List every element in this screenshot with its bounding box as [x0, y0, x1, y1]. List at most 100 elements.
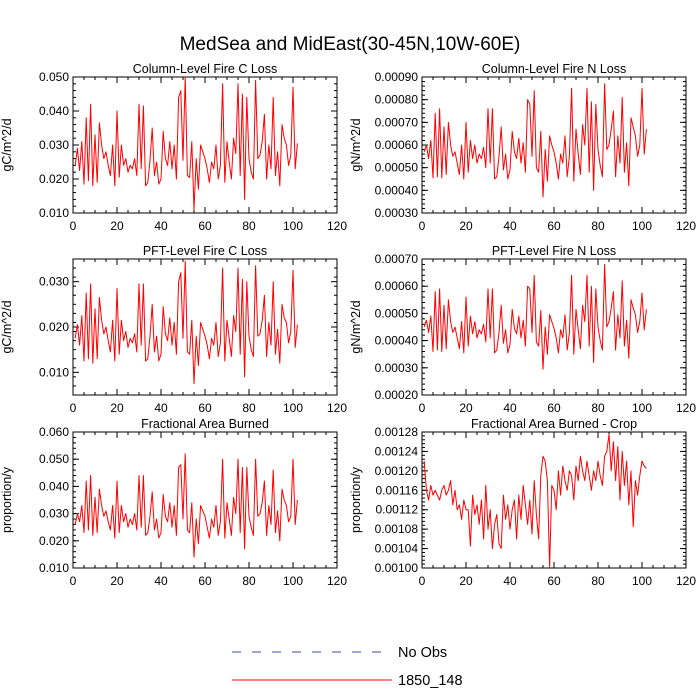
- x-tick-label: 40: [503, 401, 517, 415]
- x-tick-label: 100: [632, 401, 652, 415]
- y-tick-label: 0.00060: [375, 279, 419, 293]
- figure-title: MedSea and MidEast(30-45N,10W-60E): [180, 34, 521, 55]
- y-tick-label: 0.00112: [376, 503, 419, 517]
- y-tick-label: 0.00040: [375, 183, 419, 197]
- y-tick-label: 0.060: [39, 425, 69, 439]
- y-axis-label: proportion/y: [349, 466, 363, 533]
- panel-title: PFT-Level Fire C Loss: [143, 244, 267, 258]
- y-tick-label: 0.00120: [375, 464, 419, 478]
- x-tick-label: 20: [459, 574, 473, 588]
- x-tick-label: 120: [327, 574, 347, 588]
- x-tick-label: 60: [547, 401, 561, 415]
- y-tick-label: 0.00124: [375, 444, 419, 458]
- x-tick-label: 80: [242, 401, 256, 415]
- panel-title: Fractional Area Burned: [141, 417, 269, 431]
- x-tick-label: 100: [283, 401, 303, 415]
- y-axis-label: proportion/y: [0, 466, 14, 533]
- x-tick-label: 120: [676, 401, 696, 415]
- chart-panel-4: PFT-Level Fire N Loss gN/m^2/d 0 20 40 60 80 10…: [349, 244, 696, 415]
- chart-panel-3: PFT-Level Fire C Loss gC/m^2/d 0 20 40 60 80 10…: [0, 244, 347, 415]
- y-tick-label: 0.00090: [375, 70, 419, 84]
- chart-panel-6: Fractional Area Burned - Crop proportion/…: [349, 417, 696, 588]
- y-tick-label: 0.010: [39, 561, 69, 575]
- x-tick-label: 0: [419, 401, 426, 415]
- series-line-1: [74, 453, 298, 558]
- y-tick-label: 0.030: [39, 507, 69, 521]
- y-axis-label: gC/m^2/d: [0, 118, 14, 171]
- y-tick-label: 0.00104: [375, 542, 419, 556]
- x-tick-label: 40: [503, 219, 517, 233]
- y-tick-label: 0.050: [39, 70, 69, 84]
- x-tick-label: 0: [70, 574, 77, 588]
- x-tick-label: 40: [154, 401, 168, 415]
- x-tick-label: 60: [198, 574, 212, 588]
- chart-panel-5: Fractional Area Burned proportion/y 0 20 40 6…: [0, 417, 347, 588]
- y-tick-label: 0.020: [39, 172, 69, 186]
- plot-frame: [421, 431, 687, 569]
- x-tick-label: 120: [327, 219, 347, 233]
- legend: No Obs 1850_148: [232, 645, 463, 689]
- x-tick-label: 20: [459, 401, 473, 415]
- x-tick-label: 120: [676, 574, 696, 588]
- chart-panels: Column-Level Fire C Loss gC/m^2/d 0 20 40 60 8…: [0, 62, 696, 588]
- x-tick-label: 100: [283, 219, 303, 233]
- series-line-1: [74, 76, 298, 211]
- series-line-1: [74, 260, 298, 385]
- y-tick-label: 0.010: [39, 206, 69, 220]
- y-tick-label: 0.00100: [375, 561, 419, 575]
- panel-title: PFT-Level Fire N Loss: [492, 244, 616, 258]
- y-tick-label: 0.00050: [375, 306, 419, 320]
- x-tick-label: 60: [547, 219, 561, 233]
- y-tick-label: 0.00070: [375, 252, 419, 266]
- y-tick-label: 0.00040: [375, 334, 419, 348]
- y-axis-label: gN/m^2/d: [349, 300, 363, 353]
- y-tick-label: 0.00080: [375, 93, 419, 107]
- chart-panel-2: Column-Level Fire N Loss gN/m^2/d 0 20 40 60 8…: [349, 62, 696, 233]
- panel-title: Fractional Area Burned - Crop: [471, 417, 637, 431]
- legend-label-2: 1850_148: [398, 673, 463, 689]
- x-tick-label: 20: [110, 401, 124, 415]
- series-line-1: [423, 433, 647, 568]
- y-tick-label: 0.020: [39, 534, 69, 548]
- y-tick-label: 0.00060: [375, 138, 419, 152]
- y-tick-label: 0.040: [39, 104, 69, 118]
- x-tick-label: 20: [110, 219, 124, 233]
- x-tick-label: 80: [591, 219, 605, 233]
- x-tick-label: 20: [459, 219, 473, 233]
- x-tick-label: 80: [591, 574, 605, 588]
- y-tick-label: 0.050: [39, 452, 69, 466]
- y-tick-label: 0.00020: [375, 388, 419, 402]
- series-line-1: [423, 83, 647, 198]
- y-tick-label: 0.00116: [376, 483, 419, 497]
- y-tick-label: 0.030: [39, 138, 69, 152]
- y-tick-label: 0.00108: [375, 522, 419, 536]
- x-tick-label: 120: [676, 219, 696, 233]
- x-tick-label: 0: [419, 574, 426, 588]
- y-tick-label: 0.00030: [375, 361, 419, 375]
- x-tick-label: 60: [198, 401, 212, 415]
- x-tick-label: 0: [70, 401, 77, 415]
- y-tick-label: 0.020: [39, 320, 69, 334]
- y-tick-label: 0.040: [39, 479, 69, 493]
- x-tick-label: 80: [242, 574, 256, 588]
- x-tick-label: 80: [242, 219, 256, 233]
- series-line-1: [423, 263, 647, 370]
- y-tick-label: 0.00030: [375, 206, 419, 220]
- x-tick-label: 120: [327, 401, 347, 415]
- y-tick-label: 0.00070: [375, 115, 419, 129]
- y-tick-label: 0.00050: [375, 161, 419, 175]
- x-tick-label: 40: [503, 574, 517, 588]
- x-tick-label: 60: [547, 574, 561, 588]
- y-tick-label: 0.00128: [375, 425, 419, 439]
- y-axis-label: gN/m^2/d: [349, 118, 363, 171]
- x-tick-label: 20: [110, 574, 124, 588]
- x-tick-label: 40: [154, 219, 168, 233]
- x-tick-label: 0: [70, 219, 77, 233]
- x-tick-label: 80: [591, 401, 605, 415]
- x-tick-label: 100: [632, 574, 652, 588]
- y-tick-label: 0.030: [39, 275, 69, 289]
- x-tick-label: 40: [154, 574, 168, 588]
- panel-title: Column-Level Fire N Loss: [482, 62, 627, 76]
- y-axis-label: gC/m^2/d: [0, 300, 14, 353]
